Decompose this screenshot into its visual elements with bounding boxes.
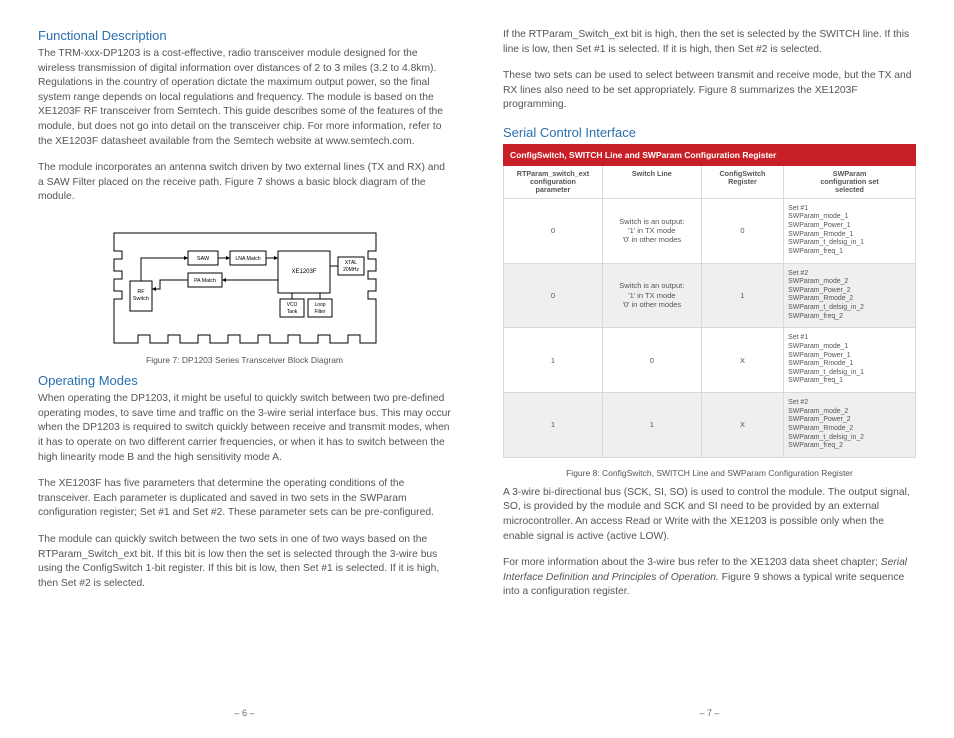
figure-8-caption: Figure 8: ConfigSwitch, SWITCH Line and … <box>503 468 916 478</box>
config-table: ConfigSwitch, SWITCH Line and SWParam Co… <box>503 144 916 458</box>
page-left-column: Functional Description The TRM-xxx-DP120… <box>38 28 477 718</box>
paragraph: These two sets can be used to select bet… <box>503 69 916 113</box>
heading-functional-description: Functional Description <box>38 28 451 43</box>
page-right-column: If the RTParam_Switch_ext bit is high, t… <box>477 28 916 718</box>
paragraph: The module can quickly switch between th… <box>38 533 451 591</box>
diagram-node-pa-match: PA Match <box>194 278 216 284</box>
diagram-node-xtal: XTAL <box>344 260 356 266</box>
svg-text:Switch: Switch <box>132 296 148 302</box>
paragraph: If the RTParam_Switch_ext bit is high, t… <box>503 28 916 57</box>
figure-7-caption: Figure 7: DP1203 Series Transceiver Bloc… <box>38 355 451 365</box>
table-cell: Set #2SWParam_mode_2SWParam_Power_2SWPar… <box>784 263 916 328</box>
figure-7-block-diagram: RF Switch SAW LNA Match PA Match XE1203F… <box>110 229 380 347</box>
table-cell: 0 <box>701 198 783 263</box>
paragraph: The TRM-xxx-DP1203 is a cost-effective, … <box>38 47 451 149</box>
table-cell: Set #1SWParam_mode_1SWParam_Power_1SWPar… <box>784 198 916 263</box>
diagram-node-lna-match: LNA Match <box>235 256 260 262</box>
table-cell: 1 <box>602 393 701 458</box>
diagram-node-loop: Loop <box>314 302 325 308</box>
diagram-node-saw: SAW <box>196 256 209 262</box>
page-number-left: – 6 – <box>38 708 451 718</box>
heading-serial-control-interface: Serial Control Interface <box>503 125 916 140</box>
page-number-right: – 7 – <box>503 708 916 718</box>
diagram-node-rf-switch: RF <box>137 289 145 295</box>
table-col-header: Switch Line <box>602 166 701 199</box>
table-cell: 1 <box>504 328 603 393</box>
table-cell: 0 <box>504 263 603 328</box>
table-col-header: RTParam_switch_extconfigurationparameter <box>504 166 603 199</box>
table-row: 1 0 X Set #1SWParam_mode_1SWParam_Power_… <box>504 328 916 393</box>
table-col-header: SWParamconfiguration setselected <box>784 166 916 199</box>
paragraph: A 3-wire bi-directional bus (SCK, SI, SO… <box>503 486 916 544</box>
paragraph: For more information about the 3-wire bu… <box>503 556 916 600</box>
table-row: 1 1 X Set #2SWParam_mode_2SWParam_Power_… <box>504 393 916 458</box>
paragraph: The module incorporates an antenna switc… <box>38 161 451 205</box>
heading-operating-modes: Operating Modes <box>38 373 451 388</box>
table-row: 0 Switch is an output:'1' in TX mode'0' … <box>504 198 916 263</box>
table-col-header: ConfigSwitchRegister <box>701 166 783 199</box>
table-banner: ConfigSwitch, SWITCH Line and SWParam Co… <box>504 145 916 166</box>
table-cell: X <box>701 328 783 393</box>
diagram-node-xe1203f: XE1203F <box>291 269 316 275</box>
table-cell: X <box>701 393 783 458</box>
svg-text:Tank: Tank <box>286 309 297 315</box>
table-cell: Switch is an output:'1' in TX mode'0' in… <box>602 263 701 328</box>
paragraph: When operating the DP1203, it might be u… <box>38 392 451 465</box>
table-header-row: RTParam_switch_extconfigurationparameter… <box>504 166 916 199</box>
text-span: For more information about the 3-wire bu… <box>503 557 881 568</box>
table-cell: 0 <box>504 198 603 263</box>
table-cell: Switch is an output:'1' in TX mode'0' in… <box>602 198 701 263</box>
table-cell: 0 <box>602 328 701 393</box>
diagram-node-vco: VCO <box>286 302 297 308</box>
table-cell: 1 <box>701 263 783 328</box>
table-row: 0 Switch is an output:'1' in TX mode'0' … <box>504 263 916 328</box>
paragraph: The XE1203F has five parameters that det… <box>38 477 451 521</box>
table-cell: Set #2SWParam_mode_2SWParam_Power_2SWPar… <box>784 393 916 458</box>
svg-text:Filter: Filter <box>314 309 325 315</box>
table-cell: Set #1SWParam_mode_1SWParam_Power_1SWPar… <box>784 328 916 393</box>
table-cell: 1 <box>504 393 603 458</box>
svg-text:20MHz: 20MHz <box>343 267 359 273</box>
